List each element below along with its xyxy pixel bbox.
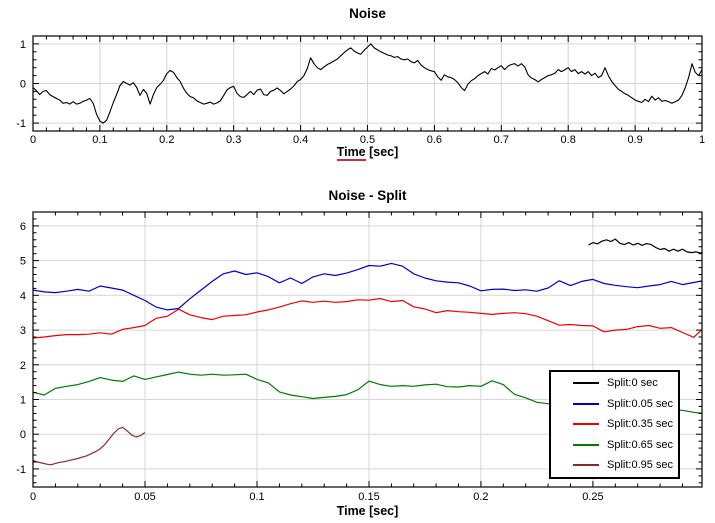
split-x-axis-label: Time [sec] [336, 504, 399, 518]
x-tick-label: 0.2 [473, 491, 488, 503]
y-tick-label: 4 [20, 290, 26, 302]
x-tick-label: 0.1 [249, 491, 264, 503]
y-tick-label: 0 [20, 429, 26, 441]
x-tick-label: 0 [30, 491, 36, 503]
legend-line-sample [573, 423, 599, 426]
y-tick-label: -1 [16, 118, 26, 130]
series-line [32, 262, 703, 311]
legend-entry: Split:0 sec [551, 373, 678, 394]
noise-x-axis-label-word: Time [336, 145, 366, 161]
x-tick-label: 0.7 [494, 134, 509, 146]
y-tick-label: 1 [20, 395, 26, 407]
x-tick-label: 0.25 [582, 491, 603, 503]
noise-x-axis-label: Time [sec] [33, 145, 702, 161]
legend: Split:0 sec Split:0.05 sec Split:0.35 sec S… [549, 370, 680, 479]
legend-line-sample [573, 443, 599, 446]
legend-entry-label: Split:0 sec [607, 377, 658, 390]
x-tick-label: 0.9 [627, 134, 642, 146]
y-tick-label: 3 [20, 325, 26, 337]
x-tick-label: 0.3 [226, 134, 241, 146]
legend-line-sample [573, 382, 599, 385]
x-tick-label: 0.1 [92, 134, 107, 146]
x-tick-label: 0.4 [293, 134, 308, 146]
legend-entry: Split:0.35 sec [551, 414, 678, 435]
y-tick-label: 5 [20, 256, 26, 268]
x-tick-label: 0.8 [561, 134, 576, 146]
x-tick-label: 0 [30, 134, 36, 146]
legend-line-sample [573, 402, 599, 405]
y-tick-label: 0 [20, 79, 26, 91]
legend-entry-label: Split:0.65 sec [607, 438, 674, 451]
x-tick-label: 0.6 [427, 134, 442, 146]
series-line [32, 426, 146, 466]
series-line [588, 238, 703, 254]
legend-line-sample [573, 464, 599, 467]
legend-entry-label: Split:0.05 sec [607, 397, 674, 410]
series-line [32, 297, 703, 339]
x-tick-label: 1 [699, 134, 705, 146]
legend-entry-label: Split:0.35 sec [607, 418, 674, 431]
noise-x-axis-label-unit: [sec] [365, 145, 399, 159]
y-tick-label: 6 [20, 221, 26, 233]
x-tick-label: 0.2 [159, 134, 174, 146]
x-tick-label: 0.05 [134, 491, 155, 503]
plot-frame [32, 211, 703, 488]
legend-entry: Split:0.95 sec [551, 455, 678, 476]
noise-chart-title: Noise [349, 6, 386, 21]
legend-entry: Split:0.05 sec [551, 394, 678, 415]
legend-entry-label: Split:0.95 sec [607, 459, 674, 472]
x-tick-label: 0.5 [360, 134, 375, 146]
split-chart-title: Noise - Split [328, 188, 407, 203]
y-tick-label: 2 [20, 360, 26, 372]
series-line [32, 43, 703, 124]
x-tick-label: 0.15 [358, 491, 379, 503]
y-tick-label: -1 [16, 464, 26, 476]
legend-entry: Split:0.65 sec [551, 435, 678, 456]
y-tick-label: 1 [20, 39, 26, 51]
